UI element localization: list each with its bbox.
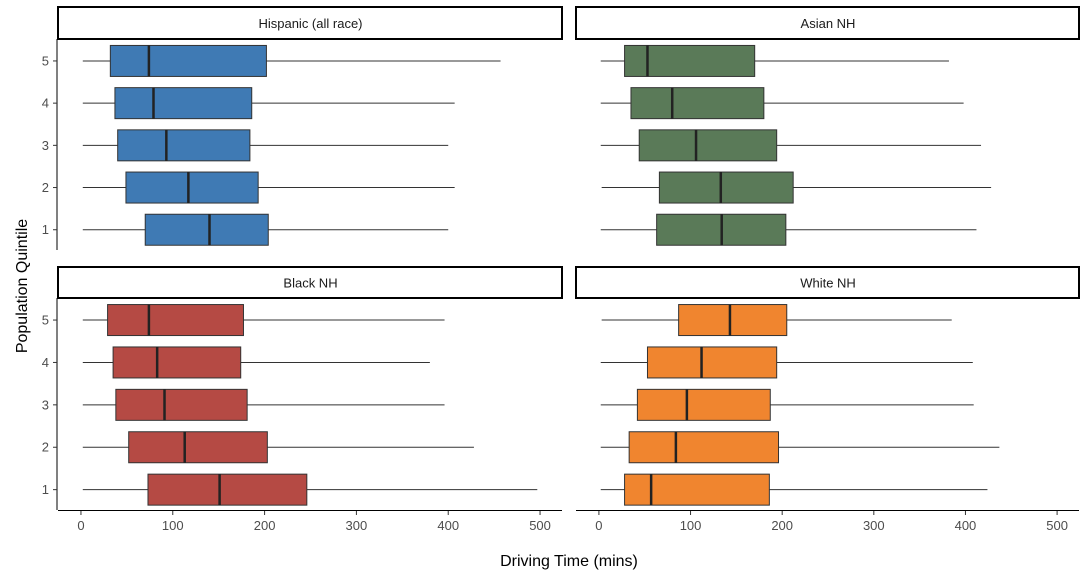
x-tick-label: 400 (437, 518, 459, 533)
iqr-box (678, 304, 788, 337)
panels-layer: Hispanic (all race) 1 2 3 4 5 Asian NH Black NH… (42, 6, 1080, 533)
box-quintile-2 (600, 431, 1000, 464)
box-quintile-1 (82, 473, 538, 506)
iqr-box (147, 473, 308, 506)
x-tick-label: 0 (77, 518, 84, 533)
box-quintile-3 (600, 388, 974, 421)
x-tick-label: 100 (162, 518, 184, 533)
y-tick-label: 4 (42, 355, 49, 370)
facet-strip (57, 266, 563, 299)
y-tick-label: 3 (42, 397, 49, 412)
iqr-box (128, 431, 268, 464)
box-quintile-5 (601, 304, 952, 337)
y-tick-label: 5 (42, 53, 49, 68)
x-tick-label: 0 (595, 518, 602, 533)
iqr-box (636, 388, 771, 421)
y-tick-label: 5 (42, 313, 49, 328)
box-quintile-4 (82, 346, 430, 379)
facet-strip (57, 6, 563, 40)
iqr-box (112, 346, 242, 379)
x-tick-label: 400 (955, 518, 977, 533)
box-quintile-2 (82, 431, 474, 464)
iqr-box (107, 304, 244, 337)
facet-title: Asian NH (801, 16, 856, 31)
iqr-box (630, 87, 765, 120)
iqr-box (125, 171, 259, 204)
box-quintile-4 (82, 87, 455, 120)
box-quintile-5 (82, 44, 501, 77)
facet-title: White NH (800, 276, 856, 291)
y-tick-label: 3 (42, 138, 49, 153)
x-tick-label: 500 (529, 518, 551, 533)
iqr-box (624, 44, 756, 77)
box-quintile-3 (600, 129, 982, 162)
box-quintile-1 (82, 213, 449, 246)
y-axis-title: Population Quintile (14, 219, 31, 353)
box-quintile-5 (82, 304, 445, 337)
panel-1: Hispanic (all race) 1 2 3 4 5 (42, 6, 563, 250)
iqr-box (117, 129, 251, 162)
facet-strip (575, 266, 1080, 299)
box-quintile-1 (600, 473, 988, 506)
box-quintile-2 (601, 171, 992, 204)
iqr-box (109, 44, 267, 77)
box-quintile-2 (82, 171, 455, 204)
x-tick-label: 200 (771, 518, 793, 533)
x-tick-label: 300 (346, 518, 368, 533)
x-axis-title: Driving Time (mins) (500, 553, 638, 570)
y-tick-label: 2 (42, 180, 49, 195)
box-quintile-4 (600, 87, 964, 120)
box-quintile-3 (82, 388, 445, 421)
y-tick-label: 2 (42, 440, 49, 455)
box-quintile-5 (600, 44, 949, 77)
box-quintile-4 (600, 346, 973, 379)
panel-4: White NH 0 100 200 300 400 500 (575, 266, 1080, 533)
facet-strip (575, 6, 1080, 40)
panel-3: Black NH 1 2 3 4 5 0 100 200 300 400 500 (42, 266, 563, 533)
box-quintile-3 (82, 129, 449, 162)
y-tick-label: 4 (42, 96, 49, 111)
y-tick-label: 1 (42, 482, 49, 497)
iqr-box (658, 171, 794, 204)
facet-title: Hispanic (all race) (258, 16, 362, 31)
iqr-box (646, 346, 778, 379)
x-tick-label: 200 (254, 518, 276, 533)
iqr-box (628, 431, 780, 464)
box-quintile-1 (600, 213, 977, 246)
facet-title: Black NH (283, 276, 337, 291)
x-tick-label: 300 (863, 518, 885, 533)
iqr-box (624, 473, 770, 506)
iqr-box (144, 213, 269, 246)
iqr-box (115, 388, 248, 421)
iqr-box (114, 87, 253, 120)
x-tick-label: 100 (680, 518, 702, 533)
panel-2: Asian NH (575, 6, 1080, 246)
y-tick-label: 1 (42, 222, 49, 237)
x-tick-label: 500 (1046, 518, 1068, 533)
iqr-box (638, 129, 778, 162)
